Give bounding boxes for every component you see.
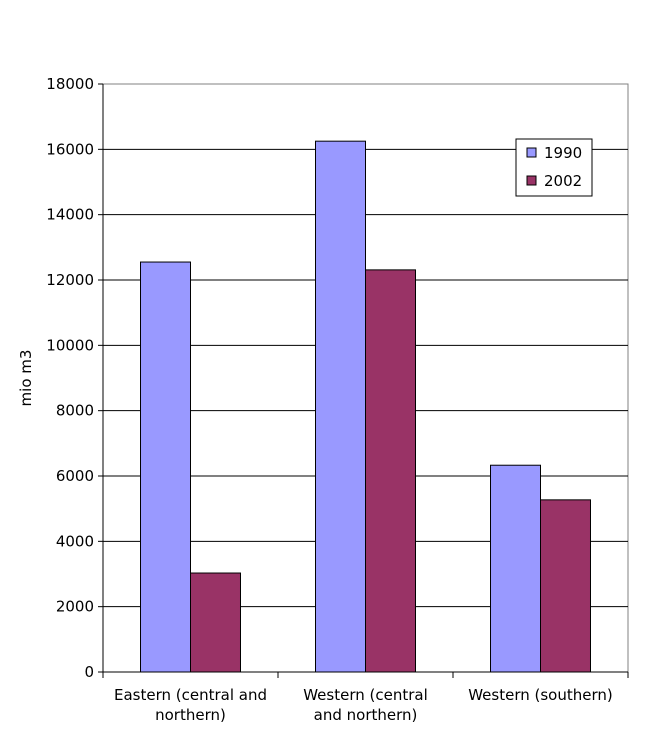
y-tick-label: 6000 bbox=[56, 467, 94, 485]
bar-1990-1 bbox=[315, 140, 367, 673]
x-axis: Eastern (central and northern) Western (ce… bbox=[102, 671, 629, 724]
bar-2002-0 bbox=[190, 572, 241, 673]
legend: 1990 2002 bbox=[515, 138, 593, 197]
bar-1990-2 bbox=[490, 464, 542, 673]
x-category-label-line: Eastern (central and bbox=[114, 686, 267, 704]
y-tick-label: 0 bbox=[84, 663, 94, 681]
y-axis: 0 2000 4000 6000 8000 10000 12000 14000 16000 180… bbox=[46, 75, 104, 681]
x-category-label-line: and northern) bbox=[314, 706, 418, 724]
y-tick-label: 10000 bbox=[46, 336, 94, 354]
bar-2002-2 bbox=[540, 499, 591, 673]
y-tick-label: 8000 bbox=[56, 402, 94, 420]
legend-swatch-2002 bbox=[526, 175, 537, 186]
x-category-label: Western (southern) bbox=[468, 686, 613, 704]
bars bbox=[140, 140, 591, 673]
legend-label-1990: 1990 bbox=[544, 144, 582, 162]
x-category-label: Western (central and northern) bbox=[303, 686, 428, 724]
y-tick-label: 4000 bbox=[56, 532, 94, 550]
y-tick-label: 16000 bbox=[46, 140, 94, 158]
bar-1990-0 bbox=[140, 261, 192, 673]
y-tick-label: 18000 bbox=[46, 75, 94, 93]
y-tick-label: 12000 bbox=[46, 271, 94, 289]
x-category-label-line: northern) bbox=[155, 706, 226, 724]
x-category-label-line: Western (southern) bbox=[468, 686, 613, 704]
bar-2002-1 bbox=[365, 269, 416, 673]
legend-swatch-1990 bbox=[526, 147, 537, 158]
x-category-label: Eastern (central and northern) bbox=[114, 686, 267, 724]
y-tick-label: 14000 bbox=[46, 206, 94, 224]
x-category-label-line: Western (central bbox=[303, 686, 428, 704]
y-tick-label: 2000 bbox=[56, 598, 94, 616]
legend-label-2002: 2002 bbox=[544, 172, 582, 190]
y-axis-title: mio m3 bbox=[17, 350, 35, 407]
